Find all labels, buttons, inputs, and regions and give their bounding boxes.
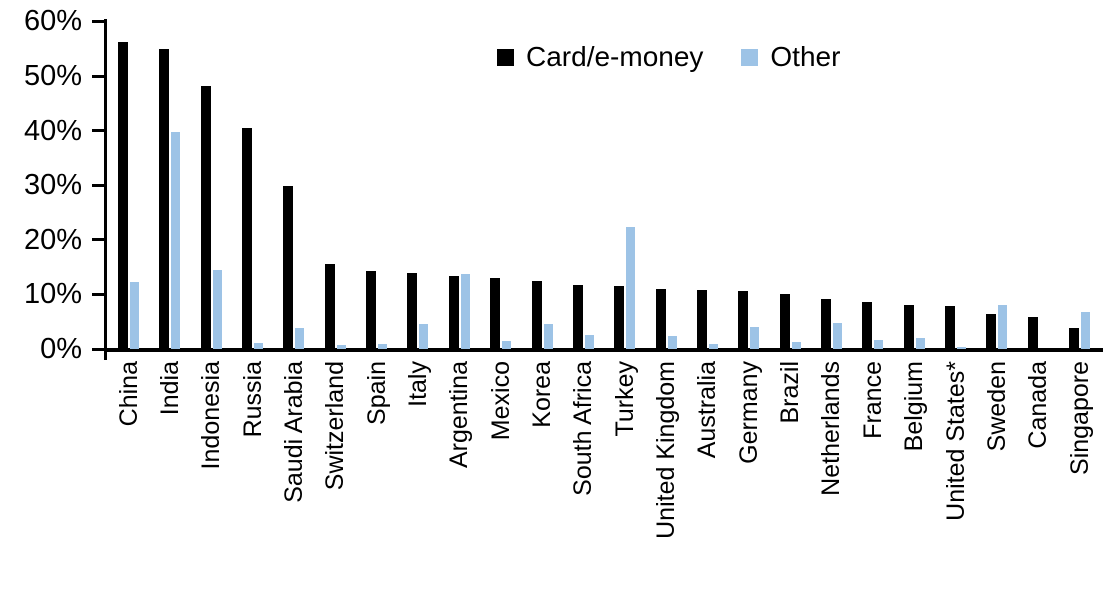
other-bar <box>915 337 925 349</box>
y-axis-label: 60% <box>23 5 82 38</box>
x-axis-label: Germany <box>734 361 763 464</box>
other-bar <box>832 322 842 349</box>
x-axis-line <box>104 348 1103 352</box>
y-axis-label: 30% <box>23 169 82 202</box>
x-axis-label: Mexico <box>486 361 515 441</box>
x-axis-label: Canada <box>1024 361 1053 449</box>
other-bar <box>212 269 222 349</box>
other-bar <box>750 327 760 349</box>
x-axis-label: China <box>114 361 143 427</box>
other-bar <box>378 343 388 349</box>
x-axis-label: Russia <box>238 361 267 438</box>
y-axis-line <box>104 19 107 360</box>
x-axis-label: Belgium <box>900 361 929 452</box>
x-axis-label: United Kingdom <box>652 361 681 539</box>
card-bar <box>242 127 253 349</box>
card-bar <box>200 85 211 349</box>
x-axis-label: Switzerland <box>321 361 350 491</box>
chart-legend: Card/e-money Other <box>497 42 840 72</box>
y-axis-tick <box>92 292 104 296</box>
card-bar <box>903 305 914 349</box>
other-bar <box>543 323 553 349</box>
x-axis-label: Korea <box>528 361 556 428</box>
other-bar <box>130 282 139 349</box>
x-axis-label: Spain <box>362 361 391 425</box>
x-axis-label: Singapore <box>1065 361 1094 475</box>
x-axis-label: Brazil <box>776 361 805 424</box>
legend-item: Card/e-money <box>497 42 703 72</box>
other-bar <box>502 341 512 349</box>
legend-item: Other <box>741 42 840 72</box>
y-axis-label: 40% <box>23 114 82 147</box>
y-axis-label: 50% <box>23 60 82 92</box>
y-axis-tick <box>92 19 104 23</box>
other-bar <box>667 336 677 349</box>
card-bar <box>490 278 501 349</box>
card-bar <box>407 272 418 349</box>
x-axis-label: Argentina <box>445 361 474 469</box>
x-axis-label: Italy <box>403 361 432 407</box>
y-axis-tick <box>92 238 104 242</box>
card-bar <box>696 290 707 349</box>
card-bar <box>283 186 294 349</box>
other-bar <box>171 132 181 349</box>
card-bar <box>986 313 997 349</box>
y-axis-tick <box>92 74 104 78</box>
legend-label: Other <box>770 41 841 72</box>
other-bar <box>1081 312 1091 349</box>
card-bar <box>572 284 583 349</box>
legend-swatch <box>497 48 514 66</box>
other-bar <box>584 335 594 349</box>
x-axis-label: United States* <box>941 361 970 521</box>
y-axis-label: 20% <box>23 223 82 256</box>
card-bar <box>1027 317 1038 349</box>
card-bar <box>614 285 625 349</box>
legend-label: Card/e-money <box>526 41 704 72</box>
card-bar <box>448 276 459 349</box>
card-bar <box>779 294 790 349</box>
y-axis-tick <box>92 347 104 351</box>
other-bar <box>460 273 470 349</box>
other-bar <box>626 227 636 349</box>
x-axis-label: Sweden <box>982 361 1011 452</box>
card-bar <box>738 291 749 349</box>
legend-swatch <box>741 48 759 66</box>
other-bar <box>295 327 305 349</box>
x-axis-label: Turkey <box>610 361 639 437</box>
x-axis-label: Saudi Arabia <box>279 361 308 503</box>
y-axis-label: 0% <box>40 333 82 365</box>
other-bar <box>791 342 801 349</box>
card-bar <box>862 302 873 349</box>
x-axis-label: South Africa <box>569 361 598 496</box>
other-bar <box>874 340 884 349</box>
y-axis-label: 10% <box>23 278 82 311</box>
other-bar <box>254 342 264 349</box>
card-bar <box>820 298 831 349</box>
card-bar <box>324 263 335 349</box>
other-bar <box>998 305 1008 349</box>
other-bar <box>336 344 346 349</box>
card-bar <box>159 49 170 349</box>
other-bar <box>419 323 429 349</box>
other-bar <box>957 347 966 349</box>
y-axis-tick <box>92 183 104 187</box>
y-axis-tick <box>92 129 104 133</box>
other-bar <box>708 343 718 349</box>
card-bar <box>1069 327 1080 349</box>
card-bar <box>945 306 955 349</box>
card-bar <box>118 42 128 349</box>
card-bar <box>366 271 377 349</box>
x-axis-label: France <box>858 361 887 439</box>
x-axis-label: India <box>155 361 184 416</box>
x-axis-label: Australia <box>693 361 722 459</box>
x-axis-label: Netherlands <box>817 361 846 496</box>
x-axis-label: Indonesia <box>197 361 226 470</box>
card-bar <box>531 281 542 349</box>
card-bar <box>655 288 666 349</box>
